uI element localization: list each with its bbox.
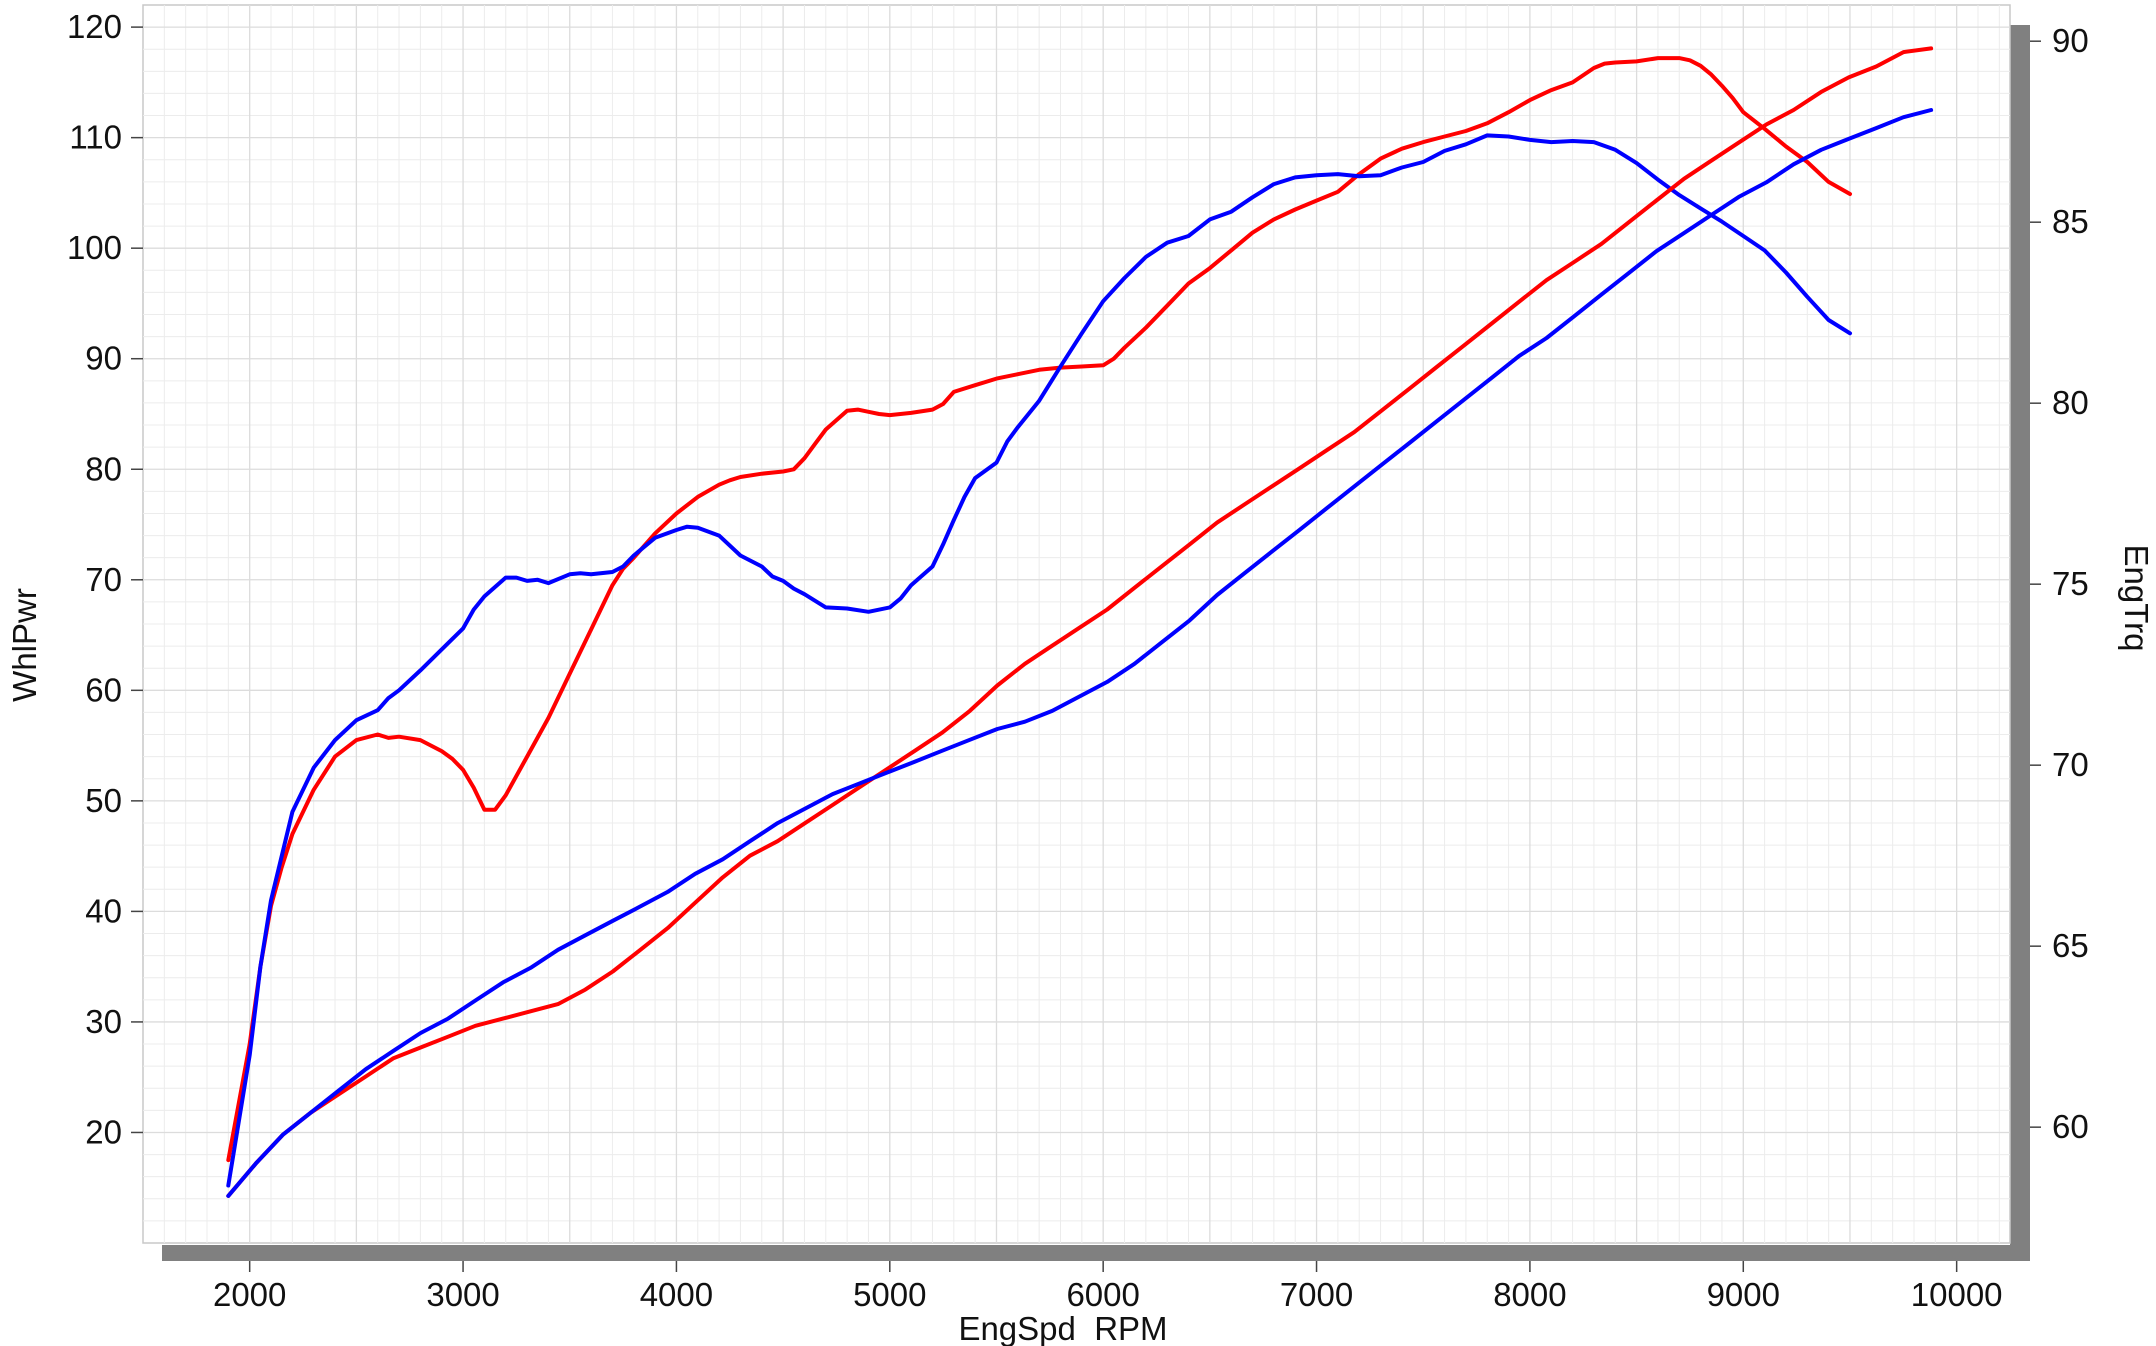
- y-right-tick-label: 60: [2052, 1108, 2089, 1145]
- series-group: [226, 46, 1934, 1198]
- y-left-tick-label: 100: [67, 229, 122, 266]
- x-tick-label: 10000: [1911, 1276, 2003, 1313]
- y-right-tick-label: 85: [2052, 203, 2089, 240]
- plot-shadow-right: [2010, 25, 2030, 1261]
- y-left-tick-label: 40: [85, 892, 122, 929]
- x-tick-label: 2000: [213, 1276, 286, 1313]
- y-left-tick-label: 110: [69, 119, 122, 156]
- x-tick-label: 9000: [1707, 1276, 1780, 1313]
- y-left-tick-label: 90: [85, 340, 122, 377]
- y-left-tick-label: 60: [85, 671, 122, 708]
- blue-whlpwr-line: [226, 133, 1852, 1188]
- y-left-tick-label: 30: [85, 1003, 122, 1040]
- red-whlpwr-line: [226, 56, 1852, 1163]
- y-left-tick-label: 80: [85, 450, 122, 487]
- plot-shadow-bottom: [162, 1245, 2030, 1261]
- x-tick-label: 6000: [1066, 1276, 1139, 1313]
- y-right-tick-label: 70: [2052, 746, 2089, 783]
- y-axis-left: 20 30 40 50 60 70 80 90 100 110 120: [67, 8, 143, 1150]
- y-right-tick-label: 90: [2052, 22, 2089, 59]
- x-tick-label: 5000: [853, 1276, 926, 1313]
- x-tick-label: 8000: [1493, 1276, 1566, 1313]
- y-left-tick-label: 50: [85, 782, 122, 819]
- blue-engtrq-line: [226, 108, 1934, 1198]
- y-right-tick-label: 80: [2052, 384, 2089, 421]
- x-axis: 2000 3000 4000 5000 6000 7000 8000 9000 10000: [213, 1261, 2003, 1313]
- y-right-tick-label: 65: [2052, 927, 2089, 964]
- x-tick-label: 3000: [426, 1276, 499, 1313]
- red-engtrq-line: [226, 46, 1934, 1198]
- x-axis-title: EngSpd RPM: [958, 1310, 1167, 1346]
- y-axis-right-title: EngTrq: [2118, 545, 2155, 652]
- y-axis-left-title: WhlPwr: [6, 588, 43, 702]
- grid-minor: [143, 5, 2010, 1243]
- x-tick-label: 4000: [640, 1276, 713, 1313]
- y-left-tick-label: 120: [67, 8, 122, 45]
- y-left-tick-label: 20: [85, 1113, 122, 1150]
- y-right-tick-label: 75: [2052, 565, 2089, 602]
- y-left-tick-label: 70: [85, 561, 122, 598]
- y-axis-right: 60 65 70 75 80 85 90: [2030, 22, 2089, 1145]
- x-tick-label: 7000: [1280, 1276, 1353, 1313]
